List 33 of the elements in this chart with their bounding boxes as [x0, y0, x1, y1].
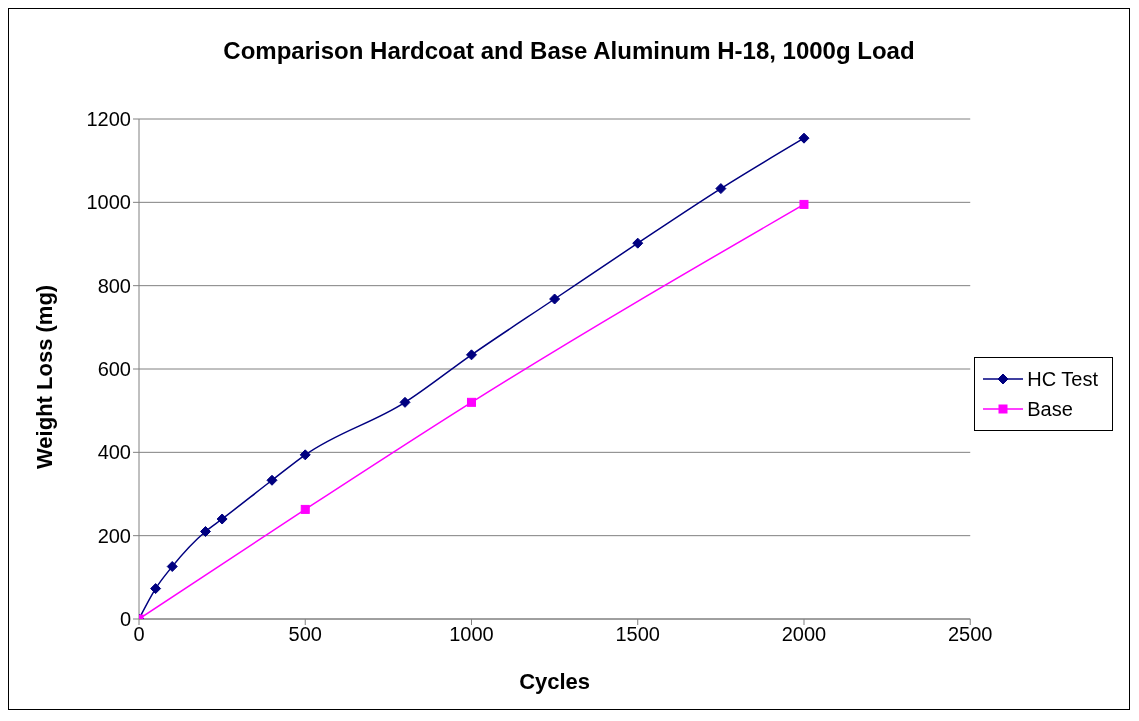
x-tick-label: 500 [288, 623, 322, 646]
point [216, 513, 228, 525]
y-tick-label: 0 [119, 608, 131, 631]
point [466, 397, 476, 407]
point [549, 293, 561, 305]
point [715, 183, 727, 195]
y-tick-label: 400 [97, 441, 131, 464]
x-tick-label: 2500 [947, 623, 993, 646]
y-tick-label: 600 [97, 358, 131, 381]
point [399, 396, 411, 408]
x-tick-label: 2000 [781, 623, 827, 646]
y-tick-label: 800 [97, 274, 131, 297]
x-axis-title: Cycles [519, 669, 591, 694]
point [299, 449, 311, 461]
point [300, 504, 310, 514]
x-tick-label: 1000 [449, 623, 494, 646]
y-tick-label: 1200 [86, 108, 131, 131]
point [266, 474, 278, 486]
point [465, 349, 477, 361]
point [200, 526, 211, 537]
chart-title: Comparison Hardcoat and Base Aluminum H-18, 1000g Load [222, 37, 916, 65]
legend-label: Base [1027, 397, 1073, 421]
y-axis-title: Weight Loss (mg) [31, 284, 57, 469]
point [799, 199, 809, 209]
point [798, 132, 810, 144]
legend-label: HC Test [1027, 367, 1098, 391]
point [150, 583, 162, 595]
point [166, 561, 178, 572]
x-tick-label: 1500 [615, 623, 660, 646]
point [632, 237, 644, 249]
y-tick-label: 200 [97, 524, 131, 547]
x-tick-label: 0 [133, 623, 145, 646]
y-tick-label: 1000 [86, 191, 131, 214]
